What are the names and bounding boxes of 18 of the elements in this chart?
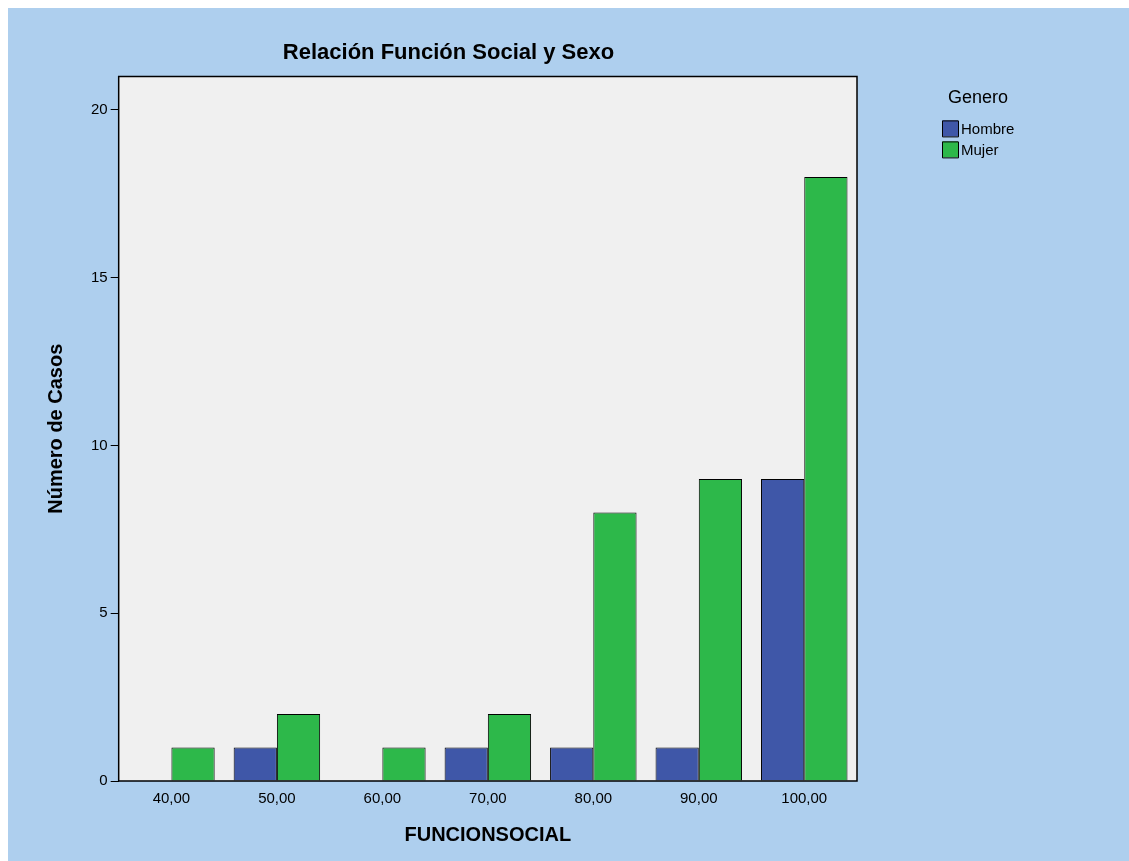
y-axis-title: Número de Casos [43,343,66,514]
legend-title: Genero [948,87,1009,108]
x-axis-title: FUNCIONSOCIAL [404,822,572,845]
x-tick-label: 50,00 [258,789,296,807]
y-tick-label: 10 [91,435,108,453]
y-tick-label: 0 [99,771,108,789]
y-tick-label: 5 [99,603,108,621]
y-tick-label: 20 [91,100,108,118]
chart-title: Relación Función Social y Sexo [282,39,615,65]
x-tick-label: 60,00 [363,789,402,807]
legend-label: Hombre [961,119,1015,137]
x-tick-label: 40,00 [152,789,191,807]
legend-label: Mujer [961,140,999,158]
x-tick-label: 100,00 [781,789,828,807]
x-tick-label: 70,00 [469,789,507,807]
y-tick-label: 15 [91,267,108,285]
x-tick-label: 90,00 [680,789,718,807]
x-tick-label: 80,00 [574,789,613,807]
